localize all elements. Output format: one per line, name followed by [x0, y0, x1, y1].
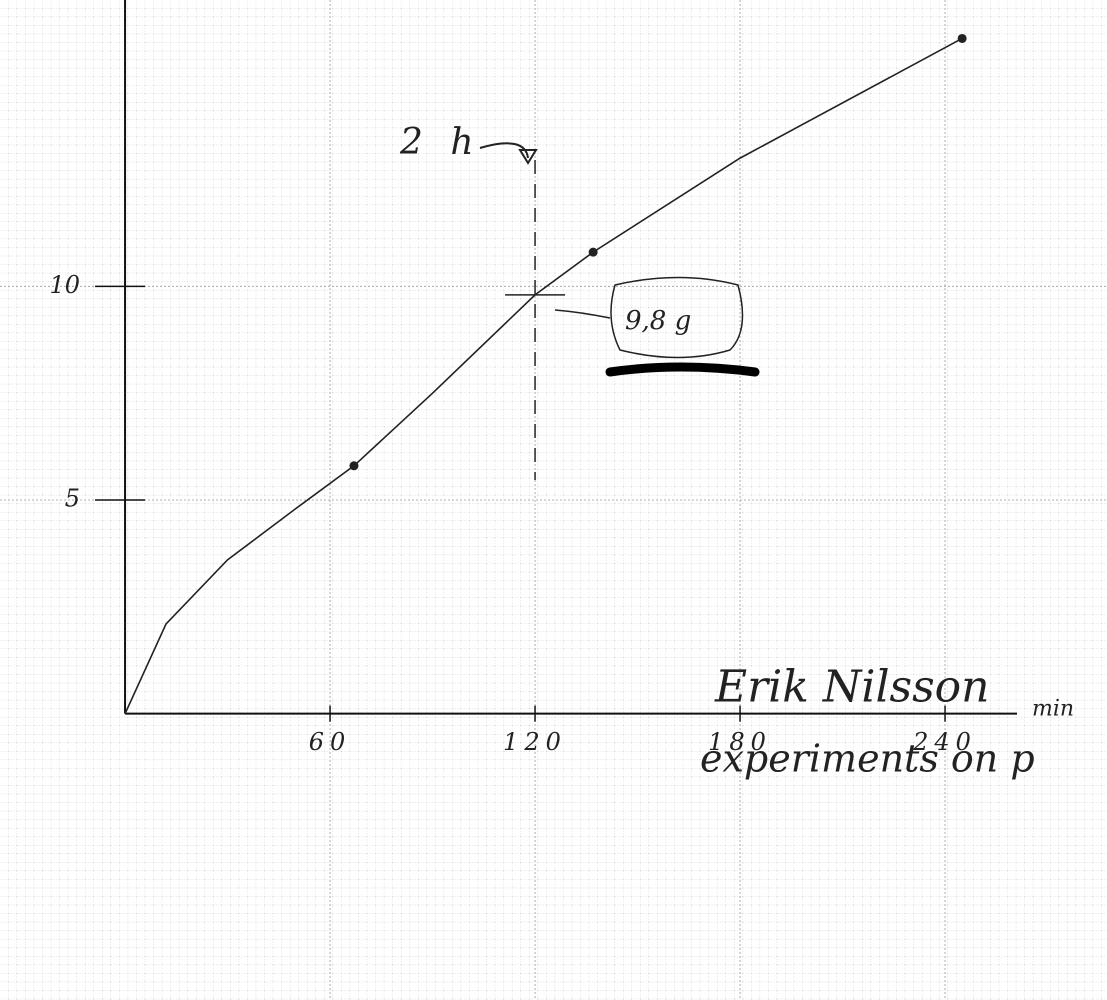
arrow — [479, 142, 529, 159]
line — [124, 37, 963, 715]
x-tick-label: 60 — [309, 728, 352, 756]
annotation: experiments on p — [700, 737, 1035, 781]
data-point — [588, 247, 598, 257]
annotation: 9,8 g — [625, 306, 691, 336]
x-tick-label: 240 — [912, 728, 977, 756]
y-tick-label: 10 — [50, 271, 81, 299]
annotation: Erik Nilsson — [714, 662, 990, 713]
x-tick-label: 180 — [708, 728, 772, 756]
y-tick-label: 5 — [65, 485, 80, 513]
bubble — [610, 276, 744, 359]
underline — [605, 362, 760, 377]
x-tick-label: 120 — [503, 728, 567, 756]
annotation: 2 h — [399, 122, 482, 163]
data-point — [957, 33, 967, 43]
data-point — [349, 461, 359, 471]
arrow — [554, 309, 611, 319]
arrow-head — [518, 149, 538, 165]
x-axis-label: min — [1032, 697, 1074, 722]
